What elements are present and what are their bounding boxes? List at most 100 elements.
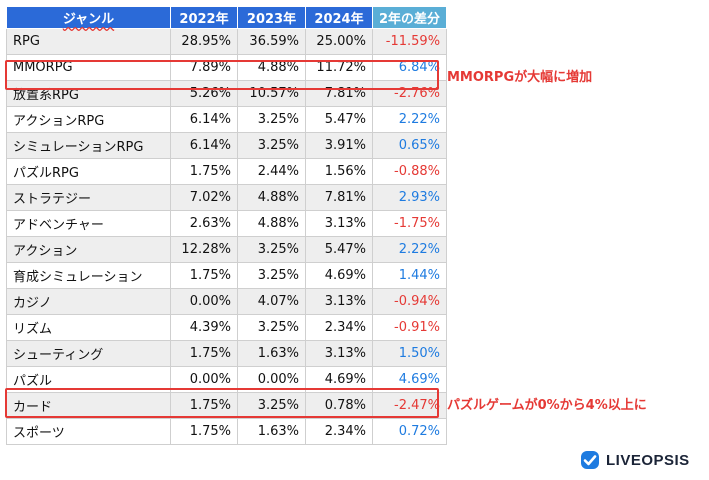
share-cell: 28.95% [170,28,238,55]
share-cell: 3.25% [237,392,306,419]
share-cell: 4.39% [170,314,238,341]
share-cell: 2.44% [237,158,306,185]
share-cell: 36.59% [237,28,306,55]
share-cell: 7.02% [170,184,238,211]
genre-cell: シミュレーションRPG [6,132,171,159]
share-cell: 3.13% [305,210,373,237]
diff-cell: -11.59% [371,28,448,55]
share-cell: 2.63% [170,210,238,237]
genre-cell: RPG [6,28,171,55]
diff-cell: 0.65% [371,132,448,159]
share-cell: 11.72% [305,54,373,81]
share-cell: 3.25% [237,132,306,159]
share-cell: 0.78% [305,392,373,419]
genre-cell: アドベンチャー [6,210,171,237]
table-row: 育成シミュレーション 1.75% 3.25% 4.69% 1.44% [6,262,448,289]
share-cell: 3.25% [237,262,306,289]
share-cell: 5.47% [305,106,373,133]
share-cell: 0.00% [237,366,306,393]
share-cell: 7.81% [305,80,373,107]
share-cell: 1.75% [170,262,238,289]
share-cell: 7.81% [305,184,373,211]
share-cell: 10.57% [237,80,306,107]
mmorpg-annotation: MMORPGが大幅に増加 [447,70,593,85]
table-row: パズル 0.00% 0.00% 4.69% 4.69% [6,366,448,393]
table-row: パズルRPG 1.75% 2.44% 1.56% -0.88% [6,158,448,185]
genre-cell: ストラテジー [6,184,171,211]
table-header-row: ジャンル 2022年 2023年 2024年 2年の差分 [6,6,448,29]
genre-cell: パズル [6,366,171,393]
diff-cell: -0.94% [371,288,448,315]
header-genre: ジャンル [6,6,171,29]
share-cell: 3.13% [305,340,373,367]
genre-share-table: ジャンル 2022年 2023年 2024年 2年の差分 RPG 28.95% 36… [6,6,448,445]
brand-name: LIVEOPSIS [606,451,690,469]
share-cell: 4.07% [237,288,306,315]
genre-cell: カジノ [6,288,171,315]
genre-cell: アクション [6,236,171,263]
table-row: スポーツ 1.75% 1.63% 2.34% 0.72% [6,418,448,445]
share-cell: 6.14% [170,106,238,133]
share-cell: 5.47% [305,236,373,263]
share-cell: 4.88% [237,210,306,237]
share-cell: 4.69% [305,366,373,393]
genre-cell: MMORPG [6,54,171,81]
header-diff: 2年の差分 [371,6,448,29]
header-2024: 2024年 [305,6,373,29]
genre-cell: スポーツ [6,418,171,445]
share-cell: 1.56% [305,158,373,185]
diff-cell: 0.72% [371,418,448,445]
share-cell: 1.75% [170,340,238,367]
diff-cell: 6.84% [371,54,448,81]
table-row: アクション 12.28% 3.25% 5.47% 2.22% [6,236,448,263]
share-cell: 5.26% [170,80,238,107]
table-row: シューティング 1.75% 1.63% 3.13% 1.50% [6,340,448,367]
genre-cell: リズム [6,314,171,341]
share-cell: 7.89% [170,54,238,81]
share-cell: 2.34% [305,314,373,341]
share-cell: 1.63% [237,340,306,367]
share-cell: 3.13% [305,288,373,315]
header-2023: 2023年 [237,6,306,29]
diff-cell: 2.22% [371,236,448,263]
genre-cell: アクションRPG [6,106,171,133]
share-cell: 4.88% [237,184,306,211]
table-row: カジノ 0.00% 4.07% 3.13% -0.94% [6,288,448,315]
header-2022: 2022年 [170,6,238,29]
share-cell: 0.00% [170,288,238,315]
diff-cell: 2.93% [371,184,448,211]
table-row: アクションRPG 6.14% 3.25% 5.47% 2.22% [6,106,448,133]
share-cell: 3.25% [237,314,306,341]
share-cell: 2.34% [305,418,373,445]
share-cell: 4.69% [305,262,373,289]
brand-logo: LIVEOPSIS [580,450,690,470]
share-cell: 3.25% [237,236,306,263]
genre-cell: 育成シミュレーション [6,262,171,289]
diff-cell: -2.47% [371,392,448,419]
share-cell: 1.75% [170,392,238,419]
share-cell: 1.75% [170,418,238,445]
diff-cell: 2.22% [371,106,448,133]
table-body: RPG 28.95% 36.59% 25.00% -11.59% MMORPG 7.89% 4… [6,28,448,445]
table-row: 放置系RPG 5.26% 10.57% 7.81% -2.76% [6,80,448,107]
table-row: リズム 4.39% 3.25% 2.34% -0.91% [6,314,448,341]
table-row: シミュレーションRPG 6.14% 3.25% 3.91% 0.65% [6,132,448,159]
diff-cell: -2.76% [371,80,448,107]
puzzle-annotation: パズルゲームが0%から4%以上に [447,398,647,413]
table-row: MMORPG 7.89% 4.88% 11.72% 6.84% [6,54,448,81]
table-row: RPG 28.95% 36.59% 25.00% -11.59% [6,28,448,55]
genre-cell: パズルRPG [6,158,171,185]
diff-cell: 1.50% [371,340,448,367]
table-row: ストラテジー 7.02% 4.88% 7.81% 2.93% [6,184,448,211]
table-row: カード 1.75% 3.25% 0.78% -2.47% [6,392,448,419]
share-cell: 1.75% [170,158,238,185]
share-cell: 25.00% [305,28,373,55]
diff-cell: -0.91% [371,314,448,341]
diff-cell: -0.88% [371,158,448,185]
share-cell: 6.14% [170,132,238,159]
genre-cell: シューティング [6,340,171,367]
share-cell: 12.28% [170,236,238,263]
diff-cell: 1.44% [371,262,448,289]
share-cell: 3.91% [305,132,373,159]
diff-cell: -1.75% [371,210,448,237]
